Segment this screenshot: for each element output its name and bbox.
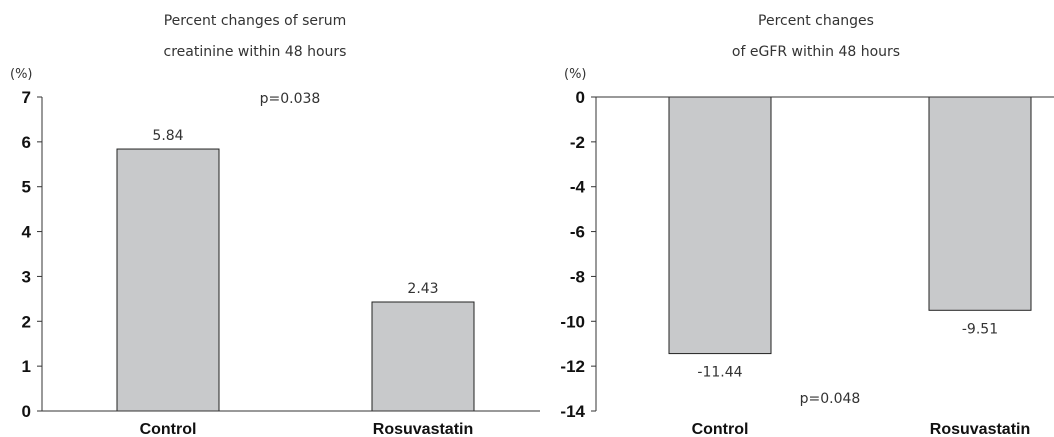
y-tick-label: -10 <box>560 312 585 331</box>
chart-title-line: of eGFR within 48 hours <box>732 44 900 60</box>
x-category-label: Rosuvastatin <box>373 421 473 437</box>
bar-control <box>116 148 220 412</box>
chart-panel-1: Percent changes of serum creatinine withi… <box>10 13 540 437</box>
bar-value-label: -9.51 <box>962 321 998 337</box>
y-tick-label: 7 <box>22 88 31 107</box>
y-tick-label: 2 <box>22 312 31 331</box>
y-tick-label: 0 <box>576 88 585 107</box>
y-tick-label: 6 <box>22 133 31 152</box>
p-value-annotation: p=0.048 <box>800 391 861 407</box>
chart-title-line: Percent changes of serum <box>164 13 347 29</box>
x-category-label: Rosuvastatin <box>930 421 1030 437</box>
bar-control <box>668 96 772 355</box>
y-tick-label: 0 <box>22 402 31 421</box>
chart-title-line: creatinine within 48 hours <box>164 44 347 60</box>
y-tick-label: -8 <box>570 267 585 286</box>
chart-title-line: Percent changes <box>758 13 874 29</box>
y-tick-label: 4 <box>22 223 32 242</box>
p-value-annotation: p=0.038 <box>260 91 321 107</box>
bar-rosuvastatin <box>371 301 475 412</box>
chart-panel-2: Percent changes of eGFR within 48 hours (%… <box>560 13 1054 437</box>
y-tick-label: -12 <box>560 357 585 376</box>
bar-rosuvastatin <box>928 96 1032 311</box>
y-tick-label: -6 <box>570 223 585 242</box>
x-category-label: Control <box>692 421 749 437</box>
y-tick-label: -2 <box>570 133 585 152</box>
bar-value-label: 2.43 <box>407 281 438 297</box>
y-tick-label: 5 <box>22 178 31 197</box>
y-tick-label: -14 <box>560 402 585 421</box>
x-category-label: Control <box>140 421 197 437</box>
bar-value-label: 5.84 <box>152 128 183 144</box>
y-unit-label: (%) <box>564 67 587 82</box>
y-tick-label: 1 <box>22 357 31 376</box>
y-unit-label: (%) <box>10 67 33 82</box>
bar-value-label: -11.44 <box>697 365 742 381</box>
y-tick-label: 3 <box>22 267 31 286</box>
y-tick-label: -4 <box>570 178 586 197</box>
